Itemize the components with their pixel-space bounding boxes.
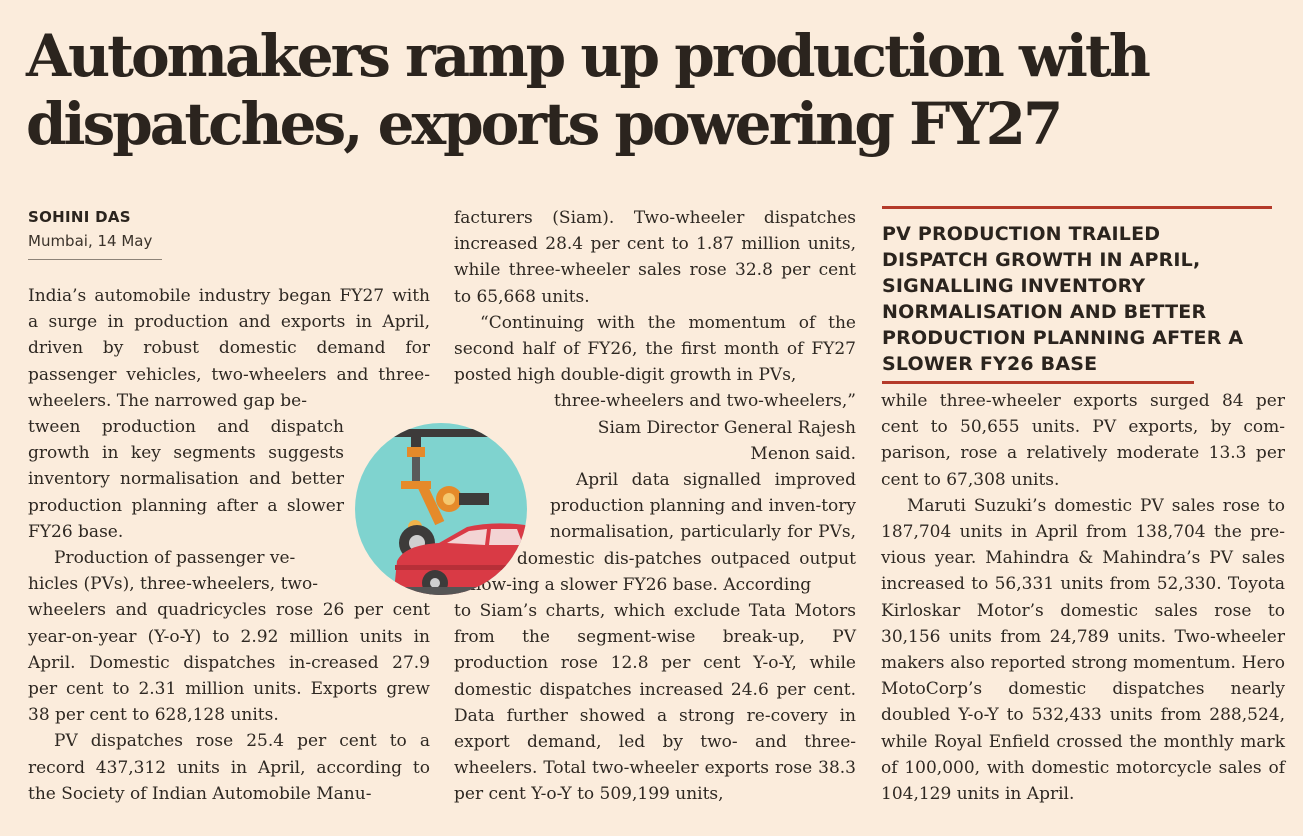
- paragraph-2c: wheelers and quadricycles rose 26 per ce…: [28, 600, 430, 726]
- article-column-3: while three-wheeler exports surged 84 pe…: [881, 388, 1285, 807]
- headline-line-2: dispatches, exports powering FY27: [26, 90, 1063, 158]
- paragraph-1b: tween production and dispatch growth in …: [28, 417, 344, 542]
- paragraph-2b: hicles (PVs), three-wheelers, two-: [28, 574, 318, 595]
- paragraph-4a: “Continuing with the momentum of the sec…: [454, 312, 856, 386]
- headline: Automakers ramp up production with dispa…: [26, 22, 1286, 158]
- dateline: Mumbai, 14 May: [28, 232, 153, 250]
- author-name: SOHINI DAS: [28, 208, 131, 226]
- pull-quote-rule: [882, 381, 1194, 384]
- paragraph-4b: three-wheelers and two-wheelers,” Siam D…: [554, 391, 856, 464]
- paragraph-1a: India’s automobile industry began FY27 w…: [28, 286, 430, 411]
- paragraph-3: PV dispatches rose 25.4 per cent to a re…: [28, 731, 430, 804]
- byline: SOHINI DAS Mumbai, 14 May: [28, 208, 162, 260]
- pull-quote-text: PV PRODUCTION TRAILED DISPATCH GROWTH IN…: [882, 223, 1244, 375]
- robot-arm-car-assembly-icon: [355, 423, 527, 595]
- pull-quote: PV PRODUCTION TRAILED DISPATCH GROWTH IN…: [882, 206, 1272, 384]
- paragraph-5-cont: while three-wheeler exports surged 84 pe…: [881, 391, 1285, 490]
- paragraph-3-cont: facturers (Siam). Two-wheeler dispatches…: [454, 208, 856, 307]
- paragraph-5b: to Siam’s charts, which exclude Tata Mot…: [454, 601, 856, 805]
- article-column-1: India’s automobile industry began FY27 w…: [28, 283, 430, 807]
- paragraph-2a: Production of passenger ve-: [54, 548, 296, 569]
- headline-line-1: Automakers ramp up production with: [26, 22, 1151, 90]
- byline-divider: [28, 259, 162, 260]
- paragraph-6: Maruti Suzuki’s domestic PV sales rose t…: [881, 495, 1285, 805]
- article-column-2: facturers (Siam). Two-wheeler dispatches…: [454, 205, 856, 808]
- paragraph-5a: April data signalled improved production…: [454, 470, 856, 595]
